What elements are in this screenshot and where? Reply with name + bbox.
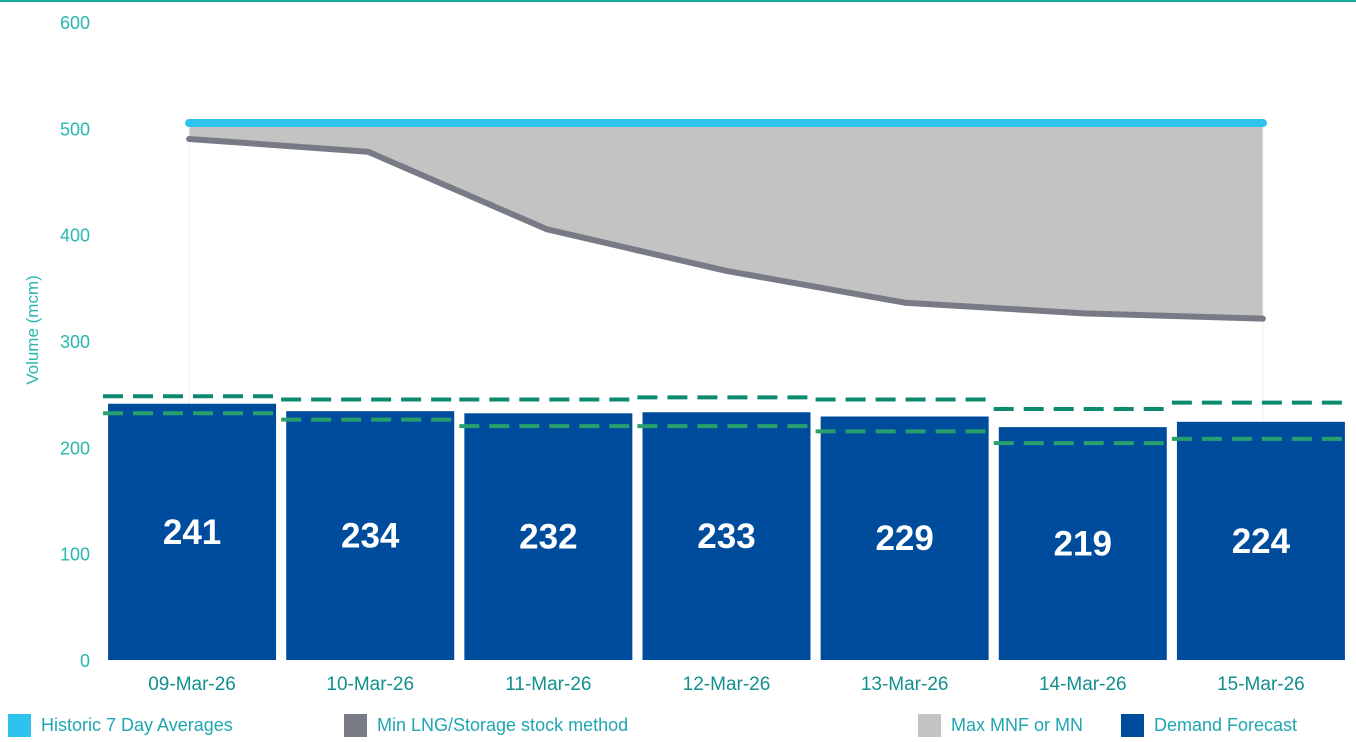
- y-tick-label: 200: [60, 438, 90, 458]
- bar-09-Mar-26: [108, 403, 277, 660]
- y-tick-label: 600: [60, 13, 90, 33]
- legend-item-historic: Historic 7 Day Averages: [8, 710, 233, 740]
- bar-value-label: 241: [163, 513, 221, 552]
- legend-label-demand: Demand Forecast: [1154, 714, 1298, 735]
- bar-14-Mar-26: [998, 427, 1167, 660]
- legend-item-demand: Demand Forecast: [1121, 710, 1297, 740]
- y-tick-label: 500: [60, 119, 90, 139]
- top-rule: [0, 0, 1356, 2]
- legend-swatch-historic: [8, 713, 31, 737]
- bar-11-Mar-26: [464, 413, 633, 660]
- legend-label-min-lng: Min LNG/Storage stock method: [377, 714, 629, 735]
- bar-value-label: 219: [1054, 525, 1112, 564]
- bar-value-label: 234: [341, 517, 400, 556]
- max-mnf-area: [189, 123, 1263, 319]
- x-tick-label: 10-Mar-26: [326, 674, 414, 695]
- legend: Historic 7 Day Averages Min LNG/Storage …: [0, 710, 1356, 740]
- y-axis-label: Volume (mcm): [23, 275, 42, 385]
- bar-12-Mar-26: [642, 412, 811, 660]
- legend-swatch-demand: [1121, 713, 1144, 737]
- legend-item-min-lng: Min LNG/Storage stock method: [344, 710, 628, 740]
- y-tick-label: 100: [60, 545, 90, 565]
- bar-value-label: 224: [1232, 522, 1291, 561]
- x-tick-label: 09-Mar-26: [148, 674, 236, 695]
- y-tick-label: 300: [60, 332, 90, 352]
- chart-plot: Volume (mcm) 241 234 232 233 229 219 224 0 100 20…: [23, 13, 1350, 695]
- bar-value-label: 232: [519, 518, 577, 557]
- legend-item-max-mnf: Max MNF or MN: [918, 710, 1083, 740]
- legend-label-max-mnf: Max MNF or MN: [951, 714, 1083, 735]
- legend-swatch-min-lng: [344, 713, 367, 737]
- x-tick-label: 14-Mar-26: [1039, 674, 1127, 695]
- x-tick-label: 13-Mar-26: [861, 674, 949, 695]
- x-tick-label: 15-Mar-26: [1217, 674, 1305, 695]
- x-tick-label: 11-Mar-26: [505, 674, 591, 695]
- y-tick-label: 400: [60, 226, 90, 246]
- legend-label-historic: Historic 7 Day Averages: [41, 714, 233, 735]
- legend-swatch-max-mnf: [918, 713, 941, 737]
- bar-10-Mar-26: [286, 411, 455, 660]
- bar-15-Mar-26: [1176, 421, 1345, 660]
- bar-value-label: 229: [875, 519, 933, 558]
- min-lng-line: [186, 135, 1266, 322]
- bar-value-label: 233: [697, 517, 755, 556]
- y-tick-label: 0: [80, 651, 90, 671]
- bar-13-Mar-26: [820, 416, 989, 660]
- x-tick-label: 12-Mar-26: [683, 674, 771, 695]
